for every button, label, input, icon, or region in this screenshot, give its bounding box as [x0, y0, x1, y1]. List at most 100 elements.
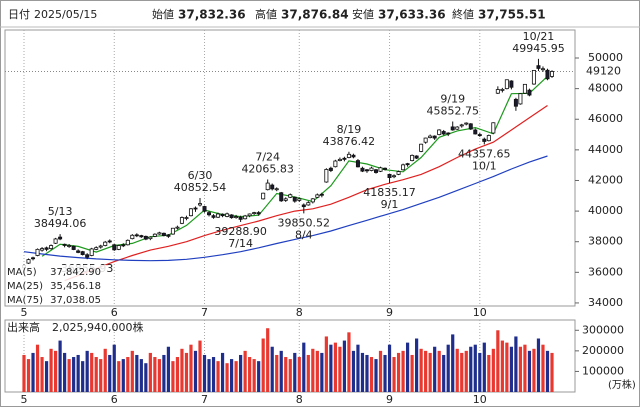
candle-body [414, 155, 419, 159]
candle-body [175, 226, 180, 229]
volume-bar [248, 357, 252, 392]
y-tick-label: 40000 [588, 204, 623, 217]
candle-body [297, 198, 302, 201]
volume-bar [72, 357, 76, 392]
volume-bar [243, 350, 247, 392]
candle-body [522, 83, 527, 94]
volume-bar [103, 348, 107, 392]
volume-bar [401, 350, 405, 392]
volume-bar [451, 334, 455, 392]
candle-body [26, 259, 31, 264]
annotation-date: 9/19 [440, 92, 465, 105]
candle-body [261, 192, 266, 200]
volume-bar [378, 350, 383, 392]
volume-bar [491, 348, 495, 392]
volume-bar [207, 359, 211, 392]
volume-bar [53, 350, 58, 392]
volume-bar [360, 352, 365, 392]
candle-body [211, 215, 216, 218]
info-name: 高値 [255, 7, 277, 21]
candle-body [134, 234, 139, 237]
legend-name: MA(25) [7, 281, 43, 292]
volume-bar [121, 359, 125, 392]
annotation-date: 10/21 [523, 30, 555, 43]
volume-bar [171, 361, 175, 392]
volume-bar [455, 348, 459, 392]
candle-body [319, 193, 324, 196]
volume-bar [487, 354, 491, 392]
volume-bar [464, 350, 468, 392]
volume-bar [76, 354, 80, 392]
volume-bar [225, 363, 229, 392]
candle-body [157, 232, 162, 235]
annotation-date: 5/13 [48, 205, 73, 218]
volume-bar [302, 342, 306, 392]
info-value: 37,876.84 [281, 8, 349, 22]
volume-bar [275, 354, 279, 392]
candle-body [432, 135, 437, 139]
candle-body [234, 216, 239, 219]
x-tick-label: 8 [296, 306, 303, 319]
candle-body [53, 238, 58, 244]
candle-body [419, 143, 424, 152]
volume-bar [202, 354, 207, 392]
candle-body [464, 122, 469, 125]
volume-bar [392, 357, 396, 392]
candle-body [360, 167, 365, 172]
candle-body [401, 164, 406, 171]
annotation-price: 43876.42 [323, 135, 376, 148]
volume-total: 2,025,940,000株 [52, 320, 143, 334]
volume-bar [293, 352, 297, 392]
candle-body [477, 134, 482, 137]
volume-bar [180, 348, 184, 392]
candle-body [437, 129, 442, 135]
volume-bar [22, 354, 26, 392]
volume-bar [514, 336, 518, 392]
volume-bar [523, 344, 527, 392]
candle-body [500, 88, 505, 91]
volume-bar [220, 352, 225, 392]
candle-body [369, 167, 374, 171]
candle-body [252, 212, 257, 215]
volume-bar [320, 352, 324, 392]
volume-bar [405, 342, 410, 392]
candle-body [292, 196, 297, 202]
candle-body [35, 248, 40, 256]
volume-bar [284, 357, 288, 392]
candle-body [513, 98, 518, 107]
volume-bar [505, 342, 509, 392]
candle-body [116, 245, 121, 250]
volume-bar [153, 357, 157, 392]
volume-bar [234, 361, 238, 392]
candle-body [71, 245, 76, 250]
volume-bar [545, 350, 550, 392]
candle-body [509, 80, 514, 88]
candle-body [446, 132, 451, 135]
annotation-date: 7/24 [255, 150, 280, 163]
candle-body [441, 131, 446, 135]
annotation-price: 39850.52 [278, 216, 331, 229]
y-tick-label: 36000 [588, 265, 623, 278]
candle-body [179, 217, 184, 224]
volume-bar [324, 336, 328, 392]
volume-bar [126, 357, 130, 392]
volume-bar [261, 338, 265, 392]
candle-body [405, 163, 410, 166]
candle-body [518, 93, 523, 105]
volume-bar [117, 361, 121, 392]
legend-value: 35,456.18 [50, 281, 101, 292]
volume-bar [81, 361, 85, 392]
volume-bar [31, 352, 35, 392]
volume-unit: (万株) [608, 378, 636, 391]
candle-body [346, 153, 351, 158]
annotation-price: 38494.06 [34, 217, 87, 230]
annotation-price: 41835.17 [363, 186, 416, 199]
volume-bar [175, 357, 180, 392]
candle-body [373, 169, 378, 173]
candle-body [62, 243, 67, 246]
candle-body [80, 251, 85, 255]
candle-body [121, 244, 126, 247]
x-tick-label: 6 [111, 393, 118, 406]
price-panel [4, 29, 576, 307]
candle-body [274, 188, 279, 191]
